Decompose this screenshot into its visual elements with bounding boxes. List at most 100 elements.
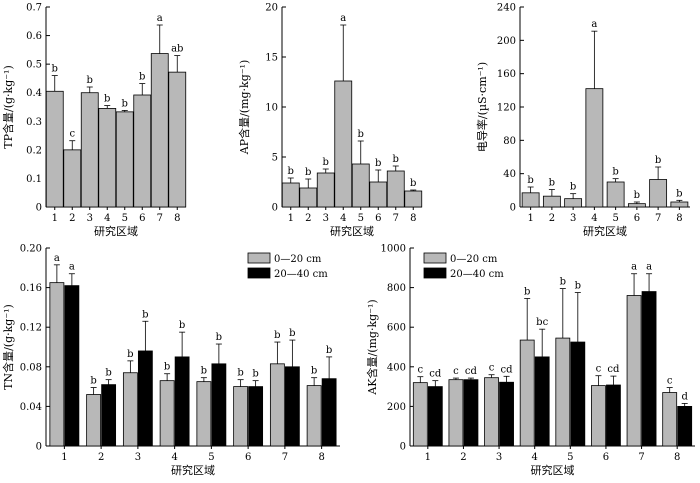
y-tick-label: 0.04	[20, 402, 42, 413]
bar	[570, 341, 586, 447]
significance-label: b	[105, 368, 111, 379]
x-tick-label: 8	[410, 213, 416, 224]
significance-label: d	[681, 391, 688, 402]
significance-label: b	[237, 368, 243, 379]
significance-label: b	[288, 166, 294, 177]
bar	[133, 94, 152, 208]
bar	[64, 285, 80, 447]
bar	[86, 394, 102, 447]
bar	[519, 339, 535, 447]
significance-label: c	[418, 365, 424, 376]
significance-label: cd	[607, 364, 620, 375]
bar	[122, 372, 138, 447]
bar	[269, 363, 285, 447]
y-tick-label: 0.3	[26, 117, 42, 128]
significance-label: a	[340, 13, 346, 24]
bar	[306, 385, 322, 447]
x-tick-label: 7	[393, 213, 399, 224]
x-axis-title: 研究区域	[330, 224, 374, 238]
significance-label: b	[358, 129, 364, 140]
bar	[534, 356, 550, 447]
bar	[174, 356, 190, 447]
x-tick-label: 5	[567, 452, 573, 463]
y-tick-label: 0.6	[26, 31, 42, 42]
bar	[606, 384, 621, 447]
x-tick-label: 4	[171, 452, 177, 463]
bar	[211, 363, 227, 447]
significance-label: b	[326, 345, 332, 356]
x-tick-label: 2	[69, 213, 75, 224]
y-tick-label: 0	[510, 203, 516, 214]
bar	[284, 366, 300, 447]
x-tick-label: 4	[104, 213, 110, 224]
y-tick-label: 15	[265, 53, 278, 64]
y-tick-label: 10	[265, 103, 278, 114]
bar	[499, 381, 514, 447]
x-tick-label: 1	[527, 213, 533, 224]
legend-swatch	[247, 267, 271, 279]
x-tick-label: 3	[323, 213, 329, 224]
y-tick-label: 0.20	[20, 244, 42, 255]
significance-label: b	[216, 332, 222, 343]
x-tick-label: 6	[634, 213, 640, 224]
bar	[49, 282, 65, 447]
significance-label: b	[252, 369, 258, 380]
significance-label: b	[289, 328, 295, 339]
y-tick-label: 0.12	[20, 323, 42, 334]
significance-label: b	[139, 72, 145, 83]
x-tick-label: 8	[318, 452, 324, 463]
x-axis-title: 研究区域	[171, 463, 215, 477]
significance-label: c	[489, 363, 495, 374]
x-tick-label: 2	[460, 452, 466, 463]
significance-label: cd	[465, 366, 478, 377]
bar	[248, 386, 264, 447]
x-tick-label: 7	[157, 213, 163, 224]
y-tick-label: 0.08	[20, 362, 42, 373]
bar	[351, 163, 370, 208]
significance-label: b	[164, 362, 170, 373]
y-tick-label: 240	[497, 3, 516, 14]
x-tick-label: 1	[288, 213, 294, 224]
significance-label: a	[69, 262, 75, 273]
chart-ak: 0 200 400 600 800 1000 1 2 3 4 5 6 7 8 研究区域 AK含量/(mg·kg…	[365, 244, 695, 477]
significance-label: b	[549, 178, 555, 189]
significance-label: b	[127, 349, 133, 360]
significance-label: ab	[171, 44, 183, 55]
bar	[677, 405, 693, 447]
bar	[463, 379, 479, 447]
y-tick-label: 0.16	[20, 283, 42, 294]
bar	[427, 386, 443, 447]
chart-tn: 0 0.04 0.08 0.12 0.16 0.20 1 2 3 4 5 6 7 8 研究区域 TN含量/(g…	[1, 244, 340, 477]
y-tick-label: 1000	[381, 244, 406, 255]
bar	[484, 377, 499, 447]
significance-label: b	[524, 286, 530, 297]
bar	[115, 111, 134, 208]
significance-label: b	[179, 320, 185, 331]
significance-label: b	[90, 376, 96, 387]
bar	[521, 192, 540, 208]
significance-label: b	[575, 281, 581, 292]
significance-label: a	[591, 19, 597, 30]
significance-label: b	[676, 188, 682, 199]
significance-label: b	[122, 98, 128, 109]
x-tick-label: 7	[282, 452, 288, 463]
significance-label: b	[570, 182, 576, 193]
significance-label: b	[612, 167, 618, 178]
x-tick-label: 3	[135, 452, 141, 463]
bar	[159, 380, 175, 447]
y-tick-label: 160	[497, 69, 516, 80]
significance-label: c	[453, 366, 459, 377]
significance-label: b	[201, 366, 207, 377]
x-tick-label: 1	[425, 452, 431, 463]
y-tick-label: 80	[503, 136, 516, 147]
y-tick-label: 0.2	[26, 145, 42, 156]
x-tick-label: 4	[591, 213, 597, 224]
x-tick-label: 3	[496, 452, 502, 463]
significance-label: b	[104, 94, 110, 105]
significance-label: b	[87, 75, 93, 86]
x-tick-label: 6	[139, 213, 145, 224]
x-tick-label: 5	[612, 213, 618, 224]
y-tick-label: 0	[36, 203, 42, 214]
bar	[196, 381, 212, 447]
